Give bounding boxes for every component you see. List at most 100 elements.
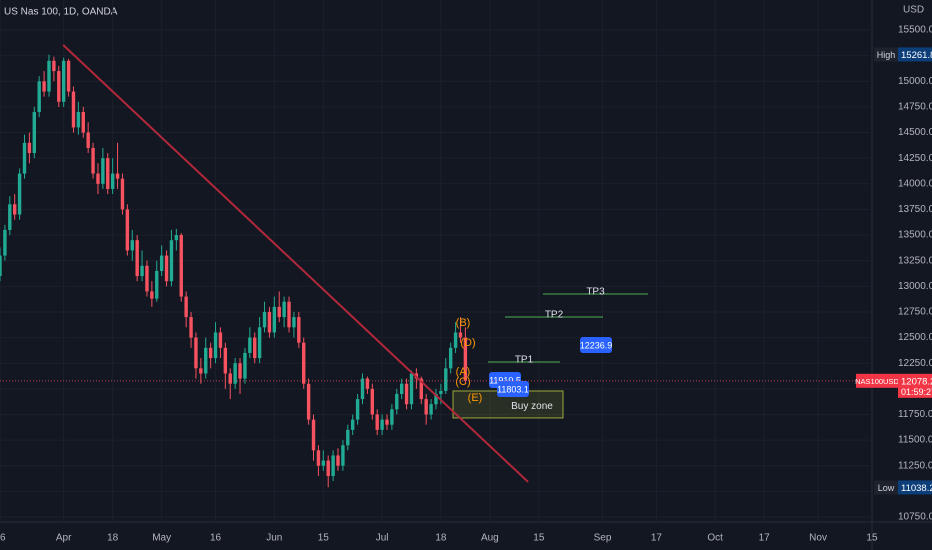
candle-body (463, 337, 468, 381)
candle-body (316, 450, 321, 466)
y-tick-label: 11250.0 (898, 460, 932, 471)
countdown: 01:59:27 (901, 387, 932, 397)
x-tick-label: Nov (809, 533, 827, 544)
candle-body (22, 142, 27, 174)
candle-body (47, 60, 51, 92)
x-tick-label: 15 (533, 533, 545, 544)
candle-body (218, 332, 223, 348)
candle-body (169, 240, 174, 282)
last-price-bg (898, 373, 932, 398)
candle-body (385, 419, 389, 425)
x-tick-label: 15 (318, 533, 330, 544)
candle-body (125, 209, 130, 251)
x-tick-label: 18 (107, 533, 119, 544)
candle-body (292, 317, 296, 328)
chart-title: US Nas 100, 1D, OANDA (4, 7, 118, 18)
candle-body (409, 373, 414, 405)
candle-body (453, 332, 458, 348)
candle-body (208, 347, 213, 359)
candle-body (184, 296, 188, 318)
y-tick-label: 13750.0 (898, 204, 932, 215)
price-badge-label: 12236.9 (580, 340, 613, 350)
candle-body (380, 419, 384, 430)
marker-label-bg (874, 480, 898, 495)
marker-value: 11038.2 (901, 483, 932, 494)
candle-body (243, 352, 247, 379)
y-tick-label: 11500.0 (898, 435, 932, 446)
x-tick-label: May (152, 533, 171, 544)
candle-body (76, 112, 81, 128)
candle-body (57, 71, 61, 102)
candle-body (91, 147, 95, 174)
candle-body (71, 91, 76, 128)
price-badge (497, 381, 529, 397)
candle-body (302, 342, 306, 384)
candle-body (199, 368, 203, 374)
candle-body (150, 291, 154, 299)
candle-body (346, 429, 350, 446)
candle-body (130, 240, 134, 251)
candle-body (194, 337, 198, 369)
candle-body (272, 306, 277, 333)
y-tick-label: 13500.0 (898, 230, 932, 241)
candle-body (253, 337, 257, 359)
candle-body (429, 404, 433, 415)
candle-body (434, 393, 438, 405)
y-tick-label: 14750.0 (898, 102, 932, 113)
wave-label: (D) (460, 337, 475, 349)
candle-body (164, 255, 169, 282)
x-tick-label: Jun (266, 533, 282, 544)
candle-body (326, 460, 330, 476)
candle-body (66, 60, 71, 92)
price-badge (580, 337, 612, 353)
candle-body (248, 337, 252, 353)
candle-body (96, 173, 100, 184)
candle-body (360, 378, 365, 400)
target-label: TP2 (545, 310, 564, 321)
candle-body (419, 378, 423, 400)
candle-body (32, 112, 36, 154)
candle-body (282, 301, 286, 318)
wave-label: (A) (456, 366, 471, 378)
x-tick-label: 17 (651, 533, 663, 544)
candle-body (37, 81, 41, 113)
y-tick-label: 14500.0 (898, 127, 932, 138)
candle-body (355, 399, 360, 420)
candle-body (17, 173, 22, 215)
candle-body (277, 306, 281, 318)
currency: USD (903, 5, 924, 16)
y-tick-label: 10750.0 (898, 512, 932, 523)
candle-body (223, 347, 228, 374)
y-tick-label: 12250.0 (898, 358, 932, 369)
x-tick-label: Sep (594, 533, 612, 544)
candle-body (341, 445, 345, 466)
candle-body (145, 265, 149, 292)
candle-body (213, 332, 218, 359)
candle-body (155, 270, 159, 299)
x-tick-label: 16 (210, 533, 222, 544)
marker-value-bg (898, 47, 932, 62)
candle-body (12, 204, 17, 215)
candle-body (159, 255, 164, 271)
marker-value: 15261.8 (901, 50, 932, 61)
candle-body (321, 460, 326, 466)
y-tick-label: 13000.0 (898, 281, 932, 292)
y-tick-label: 13250.0 (898, 255, 932, 266)
candle-body (233, 363, 237, 384)
candle-body (189, 317, 193, 338)
candle-body (311, 419, 316, 451)
candle-body (81, 112, 85, 133)
candle-body (52, 60, 56, 72)
candle-body (238, 363, 242, 379)
candle-body (370, 388, 374, 415)
marker-label-bg (874, 47, 898, 62)
wave-label: (E) (468, 392, 483, 404)
candle-body (86, 132, 90, 148)
candle-body (351, 419, 355, 430)
candle-body (115, 173, 120, 179)
candle-body (42, 81, 46, 92)
candle-body (101, 158, 105, 184)
x-tick-label: 18 (435, 533, 447, 544)
